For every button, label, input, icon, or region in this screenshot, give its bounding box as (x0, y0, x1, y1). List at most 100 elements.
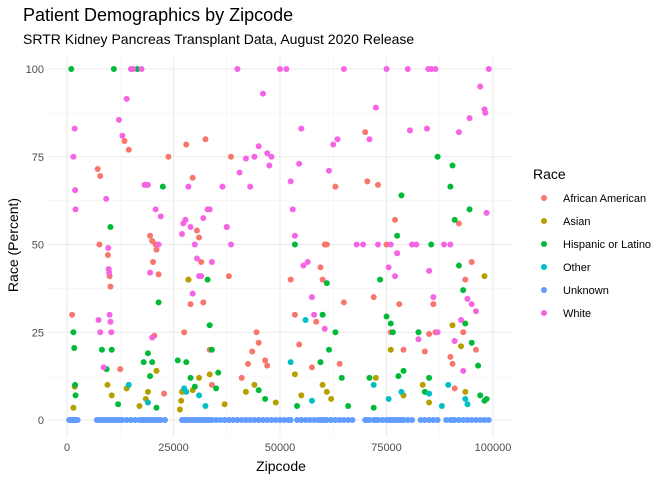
axis-ticks: 0 25000 50000 75000 100000 0 25 50 75 100 (26, 64, 512, 454)
data-point (144, 350, 151, 357)
data-point (193, 227, 200, 234)
data-point (107, 223, 114, 230)
data-point (155, 299, 162, 306)
data-point (204, 276, 211, 283)
data-point (178, 397, 185, 404)
data-point (468, 259, 475, 266)
data-point (334, 136, 341, 143)
x-tick-label: 75000 (371, 442, 402, 454)
data-point (221, 417, 228, 423)
data-point (123, 417, 130, 423)
data-point (398, 388, 405, 395)
data-point (308, 294, 315, 301)
series-white (70, 66, 492, 374)
data-point (426, 390, 433, 397)
data-point (234, 417, 241, 423)
data-point (208, 346, 215, 353)
data-point (228, 153, 235, 160)
data-point (206, 206, 213, 213)
legend-label: African American (563, 193, 646, 205)
data-point (383, 66, 390, 72)
data-point (97, 173, 104, 180)
data-point (300, 262, 307, 269)
data-point (155, 241, 162, 248)
data-point (144, 399, 151, 406)
data-point (319, 311, 326, 318)
legend-label: Unknown (563, 285, 609, 297)
data-point (150, 259, 157, 266)
data-point (345, 402, 352, 409)
data-point (370, 404, 377, 411)
data-point (404, 66, 411, 72)
data-point (291, 371, 298, 378)
data-point (319, 276, 326, 283)
data-point (291, 232, 298, 239)
data-point (152, 206, 159, 213)
data-point (447, 353, 454, 360)
series-unknown (66, 417, 492, 423)
data-point (370, 294, 377, 301)
data-point (449, 162, 456, 169)
data-point (105, 245, 112, 252)
data-point (71, 345, 78, 352)
x-tick-label: 50000 (265, 442, 296, 454)
data-point (400, 346, 407, 353)
data-point (394, 232, 401, 239)
x-tick-label: 25000 (158, 442, 189, 454)
data-point (206, 371, 213, 378)
data-point (200, 215, 207, 222)
y-axis-title: Race (Percent) (5, 198, 21, 292)
data-point (466, 206, 473, 213)
data-point (447, 241, 454, 248)
data-point (404, 417, 411, 423)
data-point (415, 336, 422, 343)
data-point (398, 192, 405, 199)
data-point (225, 273, 232, 280)
data-point (153, 246, 160, 253)
legend-key (541, 218, 547, 224)
data-point (483, 395, 490, 402)
data-point (200, 299, 207, 306)
data-point (106, 269, 113, 276)
data-point (127, 417, 134, 423)
data-point (147, 269, 154, 276)
data-point (230, 417, 237, 423)
data-point (317, 264, 324, 271)
data-point (430, 301, 437, 308)
data-point (460, 367, 467, 374)
data-point (481, 417, 488, 423)
legend-title: Race (533, 166, 566, 182)
data-point (96, 241, 103, 248)
y-tick-label: 25 (32, 327, 44, 339)
data-point (383, 313, 390, 320)
data-point (287, 178, 294, 185)
data-point (247, 183, 254, 190)
data-point (385, 264, 392, 271)
data-point (183, 141, 190, 148)
data-point (447, 183, 454, 190)
data-point (374, 241, 381, 248)
data-point (330, 141, 337, 148)
data-point (183, 388, 190, 395)
data-point (147, 232, 154, 239)
legend-key (541, 310, 547, 316)
data-point (296, 341, 303, 348)
data-point (165, 153, 172, 160)
data-point (298, 392, 305, 399)
data-point (426, 267, 433, 274)
data-point (340, 66, 347, 72)
data-point (455, 417, 462, 423)
data-point (462, 276, 469, 283)
data-point (107, 283, 114, 290)
data-point (323, 280, 330, 287)
y-tick-label: 0 (38, 415, 44, 427)
data-point (426, 331, 433, 338)
data-point (108, 392, 115, 399)
data-point (409, 241, 416, 248)
data-point (311, 311, 318, 318)
data-point (291, 311, 298, 318)
data-point (443, 417, 450, 423)
data-point (251, 417, 258, 423)
data-point (394, 250, 401, 257)
data-point (385, 395, 392, 402)
